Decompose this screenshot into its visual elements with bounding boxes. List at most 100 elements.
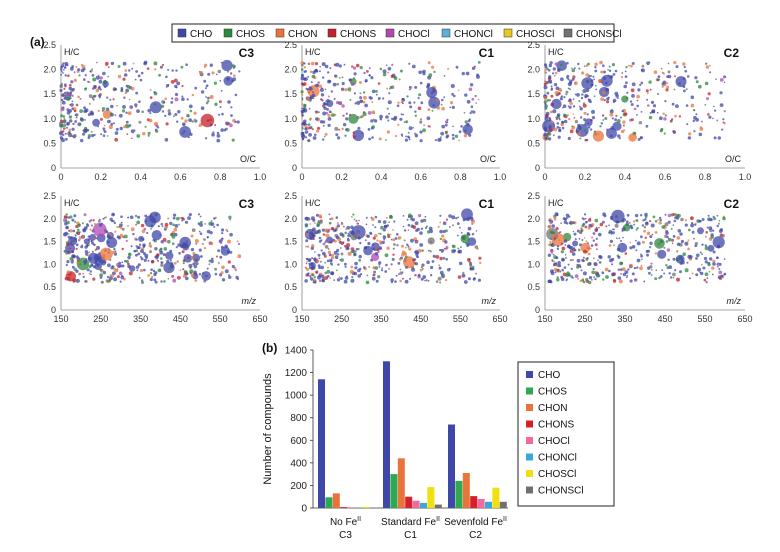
scatter-point	[176, 216, 180, 221]
scatter-point	[64, 74, 67, 77]
scatter-point	[154, 103, 156, 106]
scatter-point	[65, 225, 69, 230]
scatter-point	[667, 213, 672, 218]
scatter-point	[393, 220, 396, 223]
x-tick-label: 650	[737, 314, 752, 324]
scatter-point	[88, 251, 90, 254]
scatter-point	[437, 276, 442, 281]
scatter-point	[375, 93, 378, 96]
scatter-point	[455, 217, 458, 220]
scatter-point	[701, 243, 704, 246]
bar-legend-swatch	[526, 404, 533, 411]
scatter-point	[572, 240, 579, 247]
scatter-point	[676, 242, 681, 246]
scatter-point	[226, 250, 231, 254]
scatter-point	[229, 232, 233, 237]
scatter-point	[66, 97, 70, 101]
scatter-point	[179, 125, 192, 138]
scatter-point	[377, 275, 381, 279]
scatter-point	[60, 65, 63, 69]
scatter-point	[623, 226, 626, 230]
scatter-point	[385, 139, 387, 141]
scatter-point	[182, 122, 186, 126]
scatter-point	[173, 261, 177, 265]
scatter-point	[610, 233, 613, 235]
scatter-point	[388, 267, 391, 270]
scatter-point	[548, 99, 551, 102]
scatter-point	[83, 259, 88, 264]
scatter-point	[70, 103, 74, 107]
scatter-point	[589, 247, 592, 250]
scatter-point	[593, 78, 595, 81]
scatter-point	[461, 273, 466, 278]
scatter-point	[398, 78, 401, 81]
scatter-point	[399, 117, 403, 121]
scatter-point	[230, 114, 233, 117]
scatter-point	[84, 108, 89, 113]
scatter-point	[664, 213, 667, 216]
scatter-point	[347, 251, 352, 256]
scatter-point	[89, 70, 91, 73]
scatter-point	[339, 247, 342, 249]
scatter-point	[356, 222, 359, 225]
scatter-point	[567, 105, 570, 107]
scatter-point	[633, 223, 636, 226]
scatter-point	[560, 77, 564, 82]
scatter-point	[387, 71, 390, 74]
scatter-point	[313, 279, 317, 282]
scatter-point	[322, 251, 326, 256]
scatter-point	[672, 213, 676, 216]
scatter-point	[548, 128, 553, 132]
scatter-point	[311, 128, 314, 131]
scatter-point	[548, 219, 551, 222]
scatter-point	[366, 70, 369, 73]
scatter-point	[718, 270, 723, 275]
bar-group-c2	[448, 424, 507, 508]
legend-swatch	[327, 28, 337, 38]
scatter-point	[112, 220, 115, 223]
scatter-point	[341, 104, 345, 108]
scatter-point	[377, 220, 382, 224]
scatter-point	[454, 134, 459, 138]
scatter-point	[580, 227, 583, 230]
scatter-point	[72, 278, 77, 283]
scatter-point	[408, 88, 411, 91]
scatter-point	[701, 253, 703, 256]
scatter-point	[220, 128, 224, 132]
scatter-point	[177, 276, 181, 280]
scatter-point	[99, 88, 102, 91]
scatter-point	[685, 104, 689, 107]
scatter-point	[568, 105, 572, 109]
scatter-point	[604, 117, 608, 120]
scatter-point	[650, 262, 653, 265]
scatter-point	[102, 217, 105, 220]
scatter-point	[697, 227, 704, 235]
y-tick-label: 1.5	[527, 237, 540, 247]
scatter-point	[158, 73, 162, 77]
scatter-point	[573, 67, 576, 70]
scatter-point	[149, 96, 153, 99]
scatter-point	[175, 69, 178, 72]
scatter-point	[324, 276, 329, 280]
scatter-point	[636, 114, 638, 116]
scatter-point	[593, 95, 596, 98]
scatter-point	[165, 75, 168, 79]
scatter-point	[712, 259, 716, 263]
scatter-point	[328, 110, 332, 113]
scatter-point	[70, 260, 74, 264]
scatter-point	[214, 267, 218, 271]
scatter-point	[552, 253, 555, 256]
scatter-point	[631, 245, 636, 249]
scatter-point	[636, 241, 641, 246]
scatter-point	[417, 248, 422, 253]
scatter-point	[89, 270, 93, 273]
scatter-point	[701, 264, 703, 266]
scatter-point	[128, 271, 133, 276]
scatter-point	[602, 220, 605, 224]
scatter-point	[149, 89, 152, 91]
scatter-point	[569, 101, 573, 106]
scatter-point	[344, 228, 347, 231]
scatter-point	[303, 62, 306, 65]
scatter-point	[571, 77, 575, 81]
scatter-point	[603, 76, 607, 80]
